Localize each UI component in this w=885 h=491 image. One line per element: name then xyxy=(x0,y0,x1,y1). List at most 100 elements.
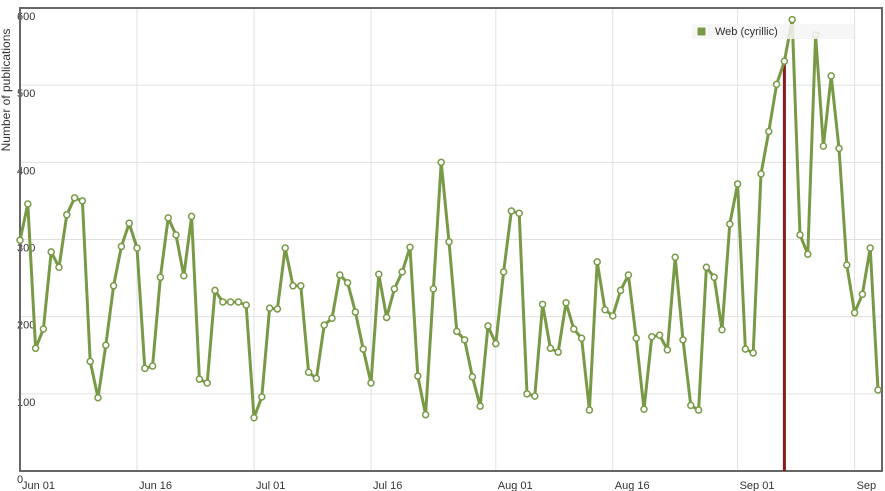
data-point xyxy=(258,393,266,401)
data-point xyxy=(827,72,835,80)
x-tick-label: Jun 01 xyxy=(22,480,55,491)
data-point xyxy=(835,144,843,153)
y-tick-label: 600 xyxy=(17,11,35,23)
legend-swatch xyxy=(696,26,707,37)
legend-label: Web (cyrillic) xyxy=(715,26,778,38)
data-point xyxy=(726,220,734,228)
y-axis-title: Number of publications xyxy=(0,29,13,152)
data-point xyxy=(164,214,172,222)
data-point xyxy=(484,322,492,330)
data-point xyxy=(24,200,32,208)
data-point xyxy=(125,219,133,228)
data-point xyxy=(226,298,235,306)
data-point xyxy=(336,271,344,279)
data-point xyxy=(671,253,679,261)
x-tick-label: Jul 01 xyxy=(256,480,285,491)
data-point xyxy=(788,15,796,24)
data-point xyxy=(687,401,695,410)
data-point xyxy=(148,362,157,370)
data-point xyxy=(398,268,406,276)
data-point xyxy=(109,282,118,290)
data-point xyxy=(632,334,640,343)
data-point xyxy=(320,321,328,329)
data-point xyxy=(796,231,804,239)
data-point xyxy=(562,299,570,307)
data-point xyxy=(476,402,484,410)
data-point xyxy=(702,263,711,272)
data-point xyxy=(546,344,555,353)
data-point xyxy=(250,414,258,422)
data-point xyxy=(585,406,594,414)
data-point xyxy=(63,211,71,219)
data-point xyxy=(616,286,625,295)
data-point xyxy=(421,410,430,419)
data-point xyxy=(343,278,352,287)
data-point xyxy=(211,286,219,295)
data-point xyxy=(772,80,781,89)
data-point xyxy=(382,313,391,322)
data-point xyxy=(538,300,547,309)
data-point xyxy=(195,375,204,383)
data-point xyxy=(429,285,438,293)
data-point xyxy=(219,298,227,306)
data-point xyxy=(499,268,508,276)
y-tick-label: 100 xyxy=(17,397,35,409)
data-point xyxy=(453,327,461,336)
data-point xyxy=(741,345,750,353)
data-point xyxy=(850,309,859,317)
data-point xyxy=(507,207,516,215)
data-point xyxy=(843,261,851,269)
data-point xyxy=(679,336,687,344)
data-point xyxy=(172,231,180,239)
data-point xyxy=(866,244,874,252)
data-point xyxy=(780,57,789,65)
data-point xyxy=(156,273,165,282)
data-point xyxy=(523,390,531,398)
data-point xyxy=(375,270,383,278)
data-point xyxy=(304,368,313,376)
data-point xyxy=(531,392,539,400)
data-point xyxy=(858,290,867,299)
data-point xyxy=(609,312,617,320)
data-point xyxy=(133,244,141,252)
data-point xyxy=(663,346,672,354)
data-point xyxy=(273,305,282,313)
data-point xyxy=(94,393,102,402)
x-tick-label: Aug 01 xyxy=(498,480,533,491)
data-point xyxy=(141,364,149,373)
x-tick-label: Jul 16 xyxy=(373,480,402,491)
data-point xyxy=(281,244,289,252)
data-point xyxy=(78,197,87,205)
data-point xyxy=(515,209,523,218)
data-point xyxy=(570,325,578,333)
data-point xyxy=(577,334,586,343)
data-point xyxy=(390,285,399,293)
data-point xyxy=(117,242,126,251)
data-point xyxy=(351,308,360,316)
data-point xyxy=(312,374,321,383)
data-point xyxy=(554,348,562,356)
data-point xyxy=(624,271,633,279)
data-point xyxy=(749,349,757,357)
series-line xyxy=(18,18,880,420)
data-point xyxy=(718,326,726,334)
data-point xyxy=(710,273,718,282)
data-point xyxy=(86,357,94,366)
data-point xyxy=(437,158,445,167)
data-point xyxy=(757,170,765,178)
data-point xyxy=(16,236,24,245)
data-point xyxy=(492,339,500,348)
data-point xyxy=(359,345,367,353)
data-point xyxy=(733,180,742,188)
data-point xyxy=(804,250,812,258)
data-point xyxy=(819,142,828,150)
data-point xyxy=(460,336,469,344)
data-point xyxy=(180,272,188,280)
data-point xyxy=(367,379,375,387)
data-point xyxy=(31,344,40,353)
data-point xyxy=(102,341,110,349)
data-point xyxy=(203,379,211,387)
data-point xyxy=(55,263,63,272)
data-point xyxy=(874,386,882,394)
